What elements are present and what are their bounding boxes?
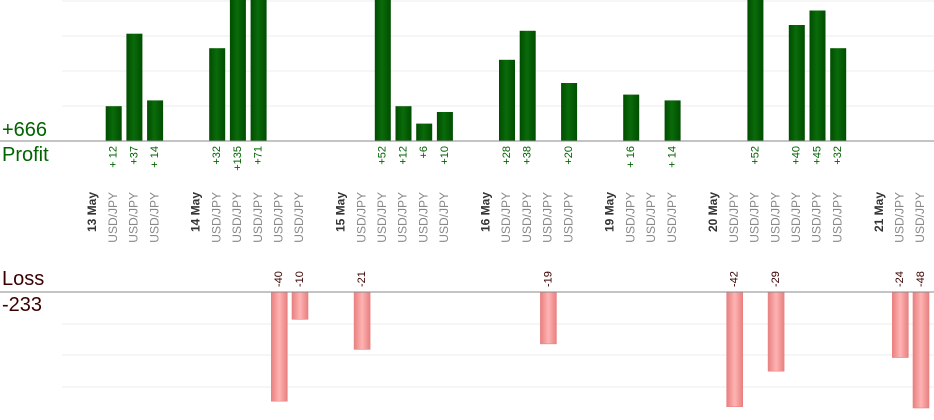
- profit-bar: [788, 25, 805, 141]
- pair-label: USD/JPY: [892, 192, 906, 243]
- loss-value-label: -19: [542, 271, 554, 287]
- pair-label: USD/JPY: [127, 192, 141, 243]
- profit-bar: [395, 106, 412, 141]
- pair-label: USD/JPY: [437, 192, 451, 243]
- pair-label: USD/JPY: [499, 192, 513, 243]
- pair-label: USD/JPY: [913, 192, 927, 243]
- profit-bar: [519, 30, 536, 141]
- profit-bar: [499, 59, 515, 141]
- profit-bar: [436, 112, 453, 141]
- profit-value-label: +45: [811, 146, 823, 165]
- profit-value-label: +37: [128, 146, 140, 165]
- profit-value-label: +28: [501, 146, 513, 165]
- profit-bar: [830, 48, 847, 142]
- profit-bar: [623, 94, 640, 141]
- loss-bar: [291, 291, 309, 320]
- pair-label: USD/JPY: [665, 192, 679, 243]
- profit-bar: [561, 83, 578, 141]
- loss-bar: [270, 291, 288, 402]
- pair-label: USD/JPY: [354, 192, 368, 243]
- date-label: 14 May: [189, 192, 203, 232]
- profit-value-label: +52: [749, 146, 761, 165]
- profit-bar: [416, 123, 433, 141]
- loss-value-label: -24: [894, 271, 906, 287]
- pair-label: USD/JPY: [147, 192, 161, 243]
- pair-label: USD/JPY: [830, 192, 844, 243]
- pair-label: USD/JPY: [748, 192, 762, 243]
- pair-label: USD/JPY: [644, 192, 658, 243]
- labels: 13 May USD/JPY + 12 USD/JPY +37 USD/JPY + 14 14…: [85, 146, 927, 287]
- profit-value-label: + 14: [149, 146, 161, 168]
- date-label: 15 May: [334, 192, 348, 232]
- date-label: 21 May: [872, 192, 886, 232]
- pair-label: USD/JPY: [292, 192, 306, 243]
- profit-bar: [147, 100, 164, 141]
- profit-total: +666: [2, 119, 48, 141]
- date-label: 13 May: [85, 192, 99, 232]
- profit-label: Profit: [2, 144, 49, 166]
- profit-bar: [229, 0, 246, 141]
- loss-bar: [726, 291, 744, 407]
- profit-bar: [747, 0, 764, 141]
- pair-label: USD/JPY: [106, 192, 120, 243]
- loss-value-label: -48: [915, 271, 927, 287]
- profit-value-label: +71: [253, 146, 265, 165]
- loss-value-label: -42: [729, 271, 741, 287]
- profit-value-label: +135: [232, 146, 244, 171]
- bars: [105, 0, 930, 409]
- profit-value-label: +38: [522, 146, 534, 165]
- pair-label: USD/JPY: [271, 192, 285, 243]
- pair-label: USD/JPY: [810, 192, 824, 243]
- date-label: 16 May: [478, 192, 492, 232]
- loss-bar: [767, 291, 785, 372]
- profit-value-label: +52: [377, 146, 389, 165]
- pair-label: USD/JPY: [623, 192, 637, 243]
- pair-label: USD/JPY: [727, 192, 741, 243]
- loss-total: -233: [2, 294, 43, 316]
- pair-label: USD/JPY: [375, 192, 389, 243]
- date-label: 20 May: [706, 192, 720, 232]
- profit-value-label: +32: [832, 146, 844, 165]
- profit-bar: [126, 33, 143, 142]
- pair-label: USD/JPY: [251, 192, 265, 243]
- axes: [0, 140, 934, 293]
- grid-lines: [62, 0, 934, 388]
- pair-label: USD/JPY: [789, 192, 803, 243]
- profit-value-label: +6: [418, 146, 430, 159]
- profit-value-label: + 12: [108, 146, 120, 168]
- loss-bar: [540, 291, 557, 345]
- pair-label: USD/JPY: [209, 192, 223, 243]
- profit-bar: [664, 100, 681, 141]
- loss-value-label: -21: [356, 271, 368, 287]
- loss-label: Loss: [2, 268, 45, 290]
- profit-bar: [250, 0, 267, 141]
- profit-bar: [209, 48, 226, 142]
- profit-bar: [374, 0, 391, 141]
- loss-bar: [891, 291, 909, 358]
- pair-label: USD/JPY: [541, 192, 555, 243]
- loss-value-label: -40: [273, 271, 285, 287]
- pair-label: USD/JPY: [520, 192, 534, 243]
- profit-value-label: +32: [211, 146, 223, 165]
- loss-bar: [353, 291, 371, 350]
- profit-bar: [105, 106, 122, 141]
- profit-value-label: + 14: [667, 146, 679, 168]
- date-label: 19 May: [603, 192, 617, 232]
- pair-label: USD/JPY: [230, 192, 244, 243]
- pair-label: USD/JPY: [396, 192, 410, 243]
- profit-value-label: +12: [397, 146, 409, 165]
- profit-value-label: +10: [439, 146, 451, 165]
- pair-label: USD/JPY: [416, 192, 430, 243]
- loss-bar: [912, 291, 930, 409]
- profit-bar: [809, 10, 826, 141]
- profit-value-label: + 16: [625, 146, 637, 168]
- loss-value-label: -10: [294, 271, 306, 287]
- loss-value-label: -29: [770, 271, 782, 287]
- profit-value-label: +20: [563, 146, 575, 165]
- profit-value-label: +40: [791, 146, 803, 165]
- pair-label: USD/JPY: [561, 192, 575, 243]
- pair-label: USD/JPY: [768, 192, 782, 243]
